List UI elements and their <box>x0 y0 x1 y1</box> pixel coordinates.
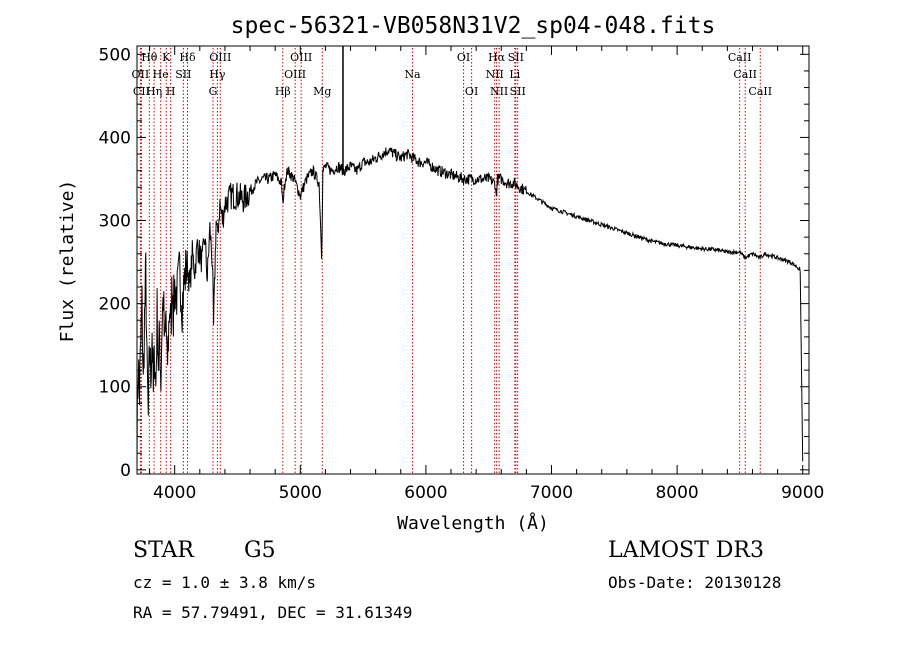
y-tick-label: 0 <box>120 461 131 481</box>
survey-label: LAMOST DR3 <box>608 538 764 563</box>
line-label: K <box>162 51 171 64</box>
redshift-text: cz = 1.0 ± 3.8 km/s <box>133 573 317 592</box>
y-tick-label: 200 <box>99 295 131 315</box>
line-label: NII <box>486 68 504 81</box>
line-label: CaII <box>748 85 772 98</box>
line-label: H <box>166 85 176 98</box>
x-tick-label: 8000 <box>655 483 698 503</box>
flux-series <box>136 46 804 466</box>
line-label: Hθ <box>141 51 158 64</box>
line-label: Hα <box>488 51 506 64</box>
line-label: SII <box>175 68 191 81</box>
line-label: SII <box>508 51 524 64</box>
line-label: Hγ <box>209 68 226 81</box>
object-class: STAR <box>133 538 194 563</box>
line-label: SII <box>510 85 526 98</box>
flux-line <box>136 147 804 466</box>
line-label: Mg <box>313 85 331 98</box>
x-tick-label: 7000 <box>530 483 573 503</box>
line-label: CaII <box>728 51 752 64</box>
line-label: OIII <box>290 51 312 64</box>
x-tick-label: 5000 <box>279 483 322 503</box>
line-label: Na <box>404 68 421 81</box>
line-label: OIII <box>209 51 231 64</box>
line-label: CII <box>133 85 150 98</box>
y-tick-label: 300 <box>99 212 131 232</box>
line-label: OII <box>132 68 150 81</box>
x-tick-label: 6000 <box>404 483 447 503</box>
obs-date: Obs-Date: 20130128 <box>608 573 782 592</box>
plot-frame <box>136 45 810 475</box>
line-label: Hδ <box>179 51 196 64</box>
object-subclass: G5 <box>244 538 276 563</box>
chart-title: spec-56321-VB058N31V2_sp04-048.fits <box>231 13 716 39</box>
line-label: Hβ <box>275 85 291 98</box>
line-label: CaII <box>733 68 757 81</box>
coordinates: RA = 57.79491, DEC = 31.61349 <box>133 603 413 622</box>
line-label: NII <box>490 85 508 98</box>
line-label: OI <box>457 51 470 64</box>
line-label: OI <box>465 85 478 98</box>
x-tick-label: 9000 <box>781 483 824 503</box>
spectral-line-markers <box>139 48 761 474</box>
line-label: OIII <box>284 68 306 81</box>
x-tick-label: 4000 <box>153 483 196 503</box>
y-tick-label: 100 <box>99 378 131 398</box>
x-axis-label: Wavelength (Å) <box>397 512 549 534</box>
line-label: Li <box>509 68 520 81</box>
y-tick-label: 500 <box>99 45 131 65</box>
axis-ticks: 4000 5000 6000 7000 8000 9000 0 100 200 300 400 500 <box>99 45 825 503</box>
line-label: Hη <box>146 85 162 98</box>
line-label: G <box>209 85 218 98</box>
y-axis-label: Flux (relative) <box>57 180 78 343</box>
line-label: He <box>153 68 169 81</box>
y-tick-label: 400 <box>99 128 131 148</box>
